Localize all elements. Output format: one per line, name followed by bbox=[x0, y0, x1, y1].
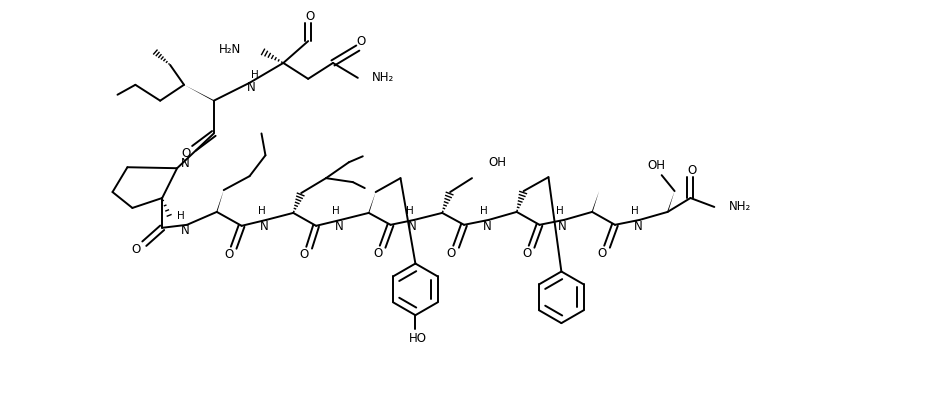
Text: N: N bbox=[247, 81, 256, 94]
Text: H₂N: H₂N bbox=[219, 43, 242, 56]
Polygon shape bbox=[216, 190, 224, 212]
Polygon shape bbox=[184, 85, 214, 101]
Text: H: H bbox=[406, 206, 413, 216]
Text: O: O bbox=[224, 248, 233, 261]
Text: N: N bbox=[482, 220, 491, 233]
Text: N: N bbox=[180, 224, 190, 237]
Text: NH₂: NH₂ bbox=[729, 201, 751, 213]
Text: N: N bbox=[408, 220, 417, 233]
Text: O: O bbox=[522, 247, 531, 260]
Polygon shape bbox=[592, 191, 599, 212]
Text: O: O bbox=[132, 243, 141, 256]
Polygon shape bbox=[368, 192, 376, 213]
Text: HO: HO bbox=[409, 332, 427, 345]
Text: O: O bbox=[688, 164, 697, 177]
Text: N: N bbox=[558, 220, 566, 233]
Text: H: H bbox=[258, 206, 265, 216]
Text: H: H bbox=[555, 206, 564, 216]
Polygon shape bbox=[667, 191, 675, 212]
Text: NH₂: NH₂ bbox=[372, 71, 394, 84]
Text: H: H bbox=[480, 206, 488, 216]
Text: H: H bbox=[332, 206, 340, 216]
Text: O: O bbox=[373, 247, 382, 260]
Text: OH: OH bbox=[648, 159, 666, 172]
Text: O: O bbox=[299, 248, 309, 261]
Text: OH: OH bbox=[488, 156, 506, 169]
Text: H: H bbox=[631, 206, 639, 216]
Text: N: N bbox=[633, 220, 642, 233]
Text: O: O bbox=[306, 10, 314, 23]
Text: H: H bbox=[177, 211, 185, 221]
Text: O: O bbox=[181, 147, 191, 160]
Text: H: H bbox=[251, 70, 259, 80]
Text: N: N bbox=[261, 220, 269, 233]
Text: O: O bbox=[447, 247, 456, 260]
Text: N: N bbox=[334, 220, 344, 233]
Text: O: O bbox=[598, 247, 607, 260]
Text: N: N bbox=[180, 157, 190, 170]
Text: O: O bbox=[356, 35, 365, 48]
